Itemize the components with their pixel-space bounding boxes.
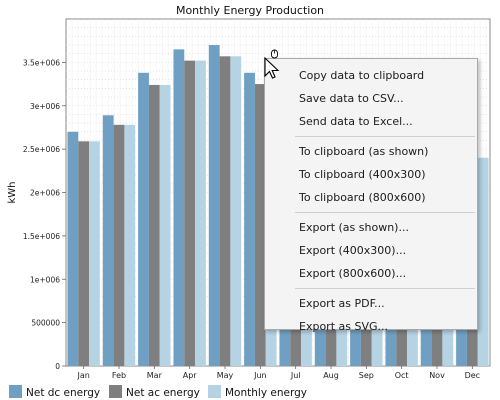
bar-apr-series-3 xyxy=(195,60,206,366)
y-axis-label: kWh xyxy=(7,181,18,203)
x-tick-label: Jul xyxy=(290,371,301,380)
x-tick-label: Aug xyxy=(323,371,339,380)
y-tick-label: 3e+006 xyxy=(30,102,60,111)
menu-separator xyxy=(295,136,475,137)
bar-may-series-3 xyxy=(230,56,242,367)
bar-jan-series-3 xyxy=(89,141,100,366)
legend-swatch xyxy=(208,385,221,398)
bar-jun-series-2 xyxy=(254,84,266,366)
y-tick-label: 1.5e+006 xyxy=(23,232,60,241)
bar-mar-series-2 xyxy=(148,84,160,367)
bar-apr-series-1 xyxy=(173,49,185,367)
bar-feb-series-2 xyxy=(113,124,125,367)
menu-item-to-clipboard-400x300[interactable]: To clipboard (400x300) xyxy=(299,168,426,181)
x-tick-label: May xyxy=(217,371,234,380)
menu-item-save-data-to-csv[interactable]: Save data to CSV... xyxy=(299,92,404,105)
menu-item-export-as-shown[interactable]: Export (as shown)... xyxy=(299,221,409,234)
x-tick-label: Dec xyxy=(465,371,480,380)
menu-item-export-as-svg[interactable]: Export as SVG... xyxy=(299,320,388,333)
bar-jan-series-2 xyxy=(78,141,90,366)
bar-feb-series-1 xyxy=(102,115,114,366)
context-menu: Copy data to clipboard Save data to CSV..… xyxy=(264,58,478,333)
x-tick-label: Sep xyxy=(359,371,374,380)
x-tick-label: Mar xyxy=(147,371,163,380)
legend-label: Monthly energy xyxy=(225,387,307,399)
bar-mar-series-1 xyxy=(138,72,149,366)
y-tick-label: 2.5e+006 xyxy=(23,145,60,154)
menu-item-copy-data-to-clipboard[interactable]: Copy data to clipboard xyxy=(299,69,425,82)
menu-item-export-800x600[interactable]: Export (800x600)... xyxy=(299,267,407,280)
bar-feb-series-3 xyxy=(124,124,136,367)
x-tick-label: Nov xyxy=(429,371,445,380)
menu-separator xyxy=(295,288,475,289)
x-tick-label: Jan xyxy=(76,371,89,380)
legend-swatch xyxy=(9,385,22,398)
y-tick-label: 0 xyxy=(55,362,60,371)
bar-jun-series-1 xyxy=(244,72,255,366)
y-tick-label: 3.5e+006 xyxy=(23,58,60,67)
y-tick-label: 1e+006 xyxy=(30,275,60,284)
legend-swatch xyxy=(109,385,122,398)
bar-jan-series-1 xyxy=(67,131,79,366)
y-tick-label: 2e+006 xyxy=(30,189,60,198)
bar-mar-series-3 xyxy=(159,84,171,367)
bar-dec-series-3 xyxy=(477,157,489,366)
bar-may-series-2 xyxy=(219,56,231,367)
chart-title: Monthly Energy Production xyxy=(176,4,324,17)
menu-item-export-400x300[interactable]: Export (400x300)... xyxy=(299,244,407,257)
legend-label: Net ac energy xyxy=(126,387,200,399)
menu-item-to-clipboard-800x600[interactable]: To clipboard (800x600) xyxy=(299,191,426,204)
x-tick-label: Jun xyxy=(253,371,267,380)
y-tick-label: 500000 xyxy=(31,319,60,328)
legend-label: Net dc energy xyxy=(26,387,100,399)
menu-separator xyxy=(295,212,475,213)
menu-item-send-data-to-excel[interactable]: Send data to Excel... xyxy=(299,115,413,128)
x-tick-label: Apr xyxy=(183,371,198,380)
menu-item-export-as-pdf[interactable]: Export as PDF... xyxy=(299,297,385,310)
bar-may-series-1 xyxy=(208,45,220,367)
bar-apr-series-2 xyxy=(184,60,196,366)
mouse-cursor-icon xyxy=(264,49,280,79)
x-tick-label: Feb xyxy=(112,371,126,380)
x-tick-label: Oct xyxy=(395,371,409,380)
menu-item-to-clipboard-as-shown[interactable]: To clipboard (as shown) xyxy=(299,145,429,158)
